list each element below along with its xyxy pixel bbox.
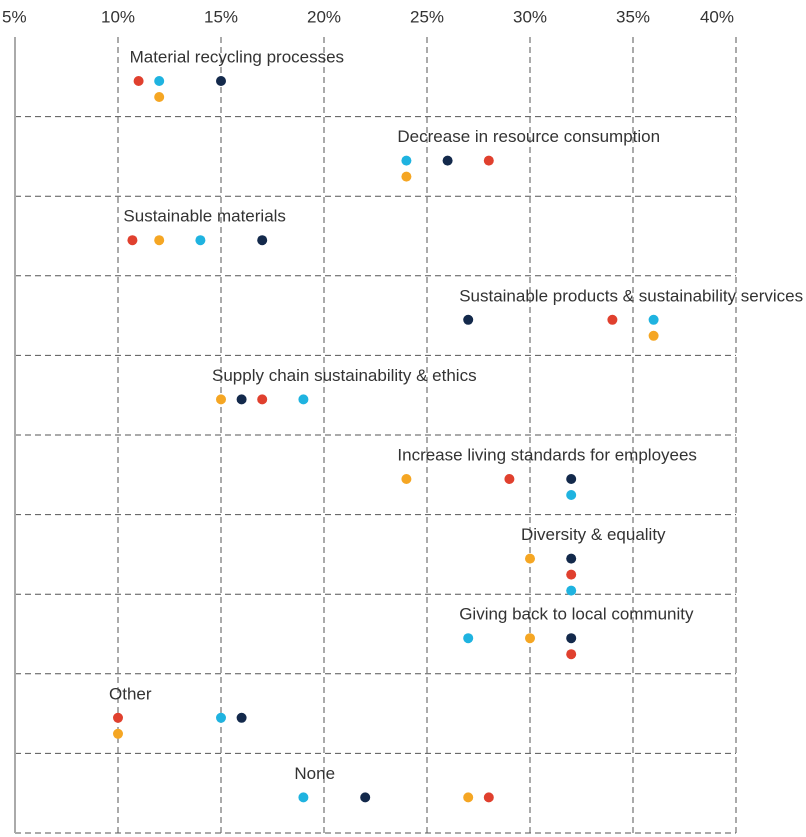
- dot: [566, 553, 577, 564]
- category-label: Sustainable products & sustainability se…: [459, 286, 803, 305]
- dot: [257, 394, 268, 405]
- dot: [127, 235, 138, 246]
- x-tick-label: 40%: [700, 7, 734, 26]
- dot: [154, 76, 165, 86]
- dot: [442, 155, 453, 166]
- x-tick-label: 35%: [616, 7, 650, 26]
- dot: [607, 314, 618, 325]
- dot: [566, 585, 577, 596]
- x-tick-label: 5%: [2, 7, 27, 26]
- dot: [216, 712, 226, 723]
- dot: [504, 474, 515, 484]
- dot: [566, 633, 577, 644]
- dot: [525, 633, 535, 644]
- dot: [566, 569, 577, 580]
- dot: [298, 792, 309, 803]
- dot: [483, 155, 494, 166]
- x-tick-label: 15%: [204, 7, 238, 26]
- dot: [360, 792, 371, 803]
- dot: [463, 314, 474, 325]
- dot: [154, 92, 165, 102]
- dot: [401, 171, 412, 182]
- x-tick-label: 30%: [513, 7, 547, 26]
- dot: [216, 394, 226, 405]
- dot: [236, 394, 247, 405]
- dot: [463, 633, 474, 644]
- dot: [483, 792, 494, 803]
- dot: [463, 792, 474, 803]
- category-label: Material recycling processes: [130, 47, 344, 66]
- dot: [525, 553, 535, 564]
- dot: [566, 649, 577, 660]
- x-tick-label: 10%: [101, 7, 135, 26]
- dot: [401, 155, 412, 166]
- category-label: None: [294, 764, 335, 783]
- category-label: Sustainable materials: [123, 207, 286, 226]
- dot: [236, 712, 247, 723]
- dot: [298, 394, 309, 405]
- category-label: Giving back to local community: [459, 605, 694, 624]
- dot: [648, 314, 659, 325]
- dot: [648, 330, 659, 341]
- category-label: Diversity & equality: [521, 525, 666, 544]
- dot: [195, 235, 206, 246]
- category-label: Increase living standards for employees: [397, 445, 697, 464]
- dot: [401, 474, 412, 484]
- dot: [566, 474, 577, 484]
- dot: [566, 490, 577, 500]
- dot: [257, 235, 268, 246]
- category-label: Decrease in resource consumption: [397, 127, 660, 146]
- dot: [133, 76, 144, 86]
- dot: [113, 728, 123, 739]
- dot: [216, 76, 226, 86]
- category-label: Supply chain sustainability & ethics: [212, 366, 477, 385]
- dot: [154, 235, 165, 246]
- dot: [113, 712, 123, 723]
- category-label: Other: [109, 684, 152, 703]
- x-tick-label: 25%: [410, 7, 444, 26]
- x-tick-label: 20%: [307, 7, 341, 26]
